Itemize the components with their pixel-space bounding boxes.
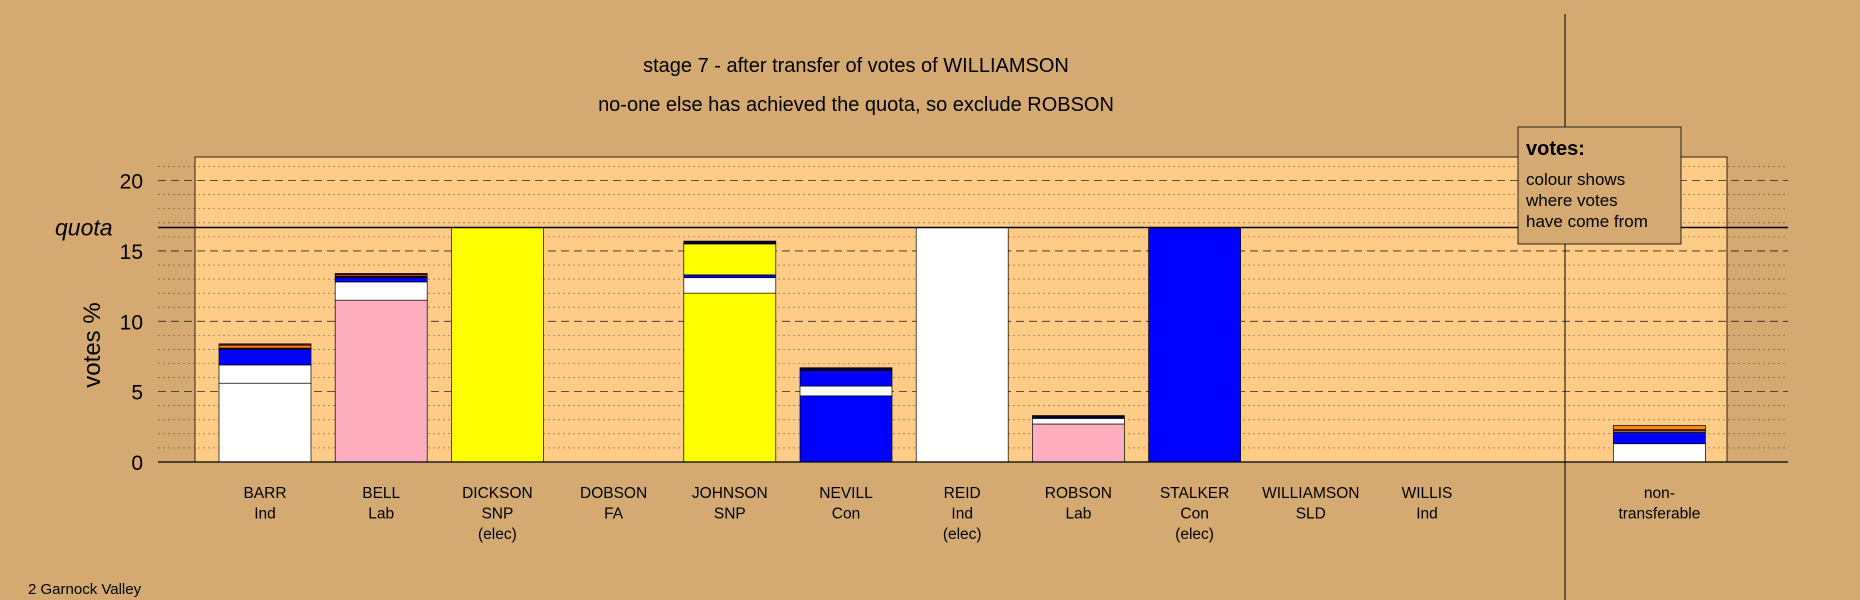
x-tick-label: JOHNSON xyxy=(692,485,768,502)
bar-segment xyxy=(334,281,428,301)
x-tick-label: WILLIS xyxy=(1402,485,1453,502)
x-tick-label: STALKER xyxy=(1160,485,1230,502)
x-tick-label: Lab xyxy=(1065,506,1091,523)
y-tick-label: 20 xyxy=(120,171,143,194)
legend-line-1: colour shows xyxy=(1526,170,1625,189)
y-tick-label: 10 xyxy=(120,311,143,334)
bar-segment xyxy=(1613,425,1706,430)
bar-segment xyxy=(683,240,777,245)
x-tick-label: REID xyxy=(944,485,981,502)
x-tick-label: non- xyxy=(1644,485,1675,502)
x-axis-labels: BARR Ind BELL Lab DICKSON SNP (elec) DOBSON FA JO… xyxy=(243,485,1700,543)
bar-segment xyxy=(1613,432,1706,445)
x-tick-label: Ind xyxy=(254,506,276,523)
x-tick-label: DICKSON xyxy=(462,485,533,502)
x-tick-label: SLD xyxy=(1296,506,1326,523)
x-tick-label: DOBSON xyxy=(580,485,647,502)
bar-segment xyxy=(799,395,893,463)
bar-segment xyxy=(683,277,777,294)
bar-segment xyxy=(218,364,312,384)
chart-subtitle: no-one else has achieved the quota, so e… xyxy=(598,94,1114,116)
y-tick-label: 5 xyxy=(131,382,143,405)
x-tick-label: Con xyxy=(1180,506,1208,523)
x-tick-label: SNP xyxy=(714,506,746,523)
bar-segment xyxy=(1148,227,1241,463)
bar-segment xyxy=(915,227,1009,463)
x-tick-label: NEVILL xyxy=(819,485,873,502)
bar-segment xyxy=(218,343,312,346)
bar-segment xyxy=(334,273,428,276)
x-tick-label: Lab xyxy=(368,506,394,523)
x-tick-label: ROBSON xyxy=(1045,485,1112,502)
y-tick-label: 15 xyxy=(120,241,143,264)
bar-segment xyxy=(334,277,428,283)
x-tick-label: (elec) xyxy=(943,526,982,543)
bar-segment xyxy=(218,382,312,463)
x-tick-label: WILLIAMSON xyxy=(1262,485,1359,502)
legend-box: votes: colour shows where votes have com… xyxy=(1517,126,1682,245)
y-axis: quota 0 5 10 15 20 xyxy=(55,171,1788,475)
bar-segment xyxy=(799,367,893,371)
bar-segment xyxy=(683,243,777,276)
y-tick-label: 0 xyxy=(131,452,143,475)
bar-segment xyxy=(451,227,544,463)
x-tick-label: (elec) xyxy=(478,526,517,543)
bar-segment xyxy=(218,344,312,349)
legend-line-2: where votes xyxy=(1525,191,1618,210)
x-tick-label: (elec) xyxy=(1175,526,1214,543)
x-tick-label: Ind xyxy=(1416,506,1438,523)
bar-segment xyxy=(1032,415,1125,419)
footer-label: 2 Garnock Valley xyxy=(28,581,142,598)
bar-segment xyxy=(683,292,777,463)
bar-segment xyxy=(799,370,893,387)
bar-segment xyxy=(683,274,777,279)
bar-stacks xyxy=(218,227,1706,463)
y-axis-label: votes % xyxy=(79,302,106,387)
legend-line-3: have come from xyxy=(1526,212,1648,231)
bar-segment xyxy=(1032,418,1125,425)
bar-segment xyxy=(1032,423,1125,463)
x-tick-label: transferable xyxy=(1618,506,1700,523)
x-tick-label: BARR xyxy=(243,485,286,502)
bar-segment xyxy=(218,349,312,366)
bar-segment xyxy=(334,299,428,463)
x-tick-label: SNP xyxy=(481,506,513,523)
quota-label: quota xyxy=(55,214,113,240)
chart-title: stage 7 - after transfer of votes of WIL… xyxy=(643,55,1069,77)
bar-segment xyxy=(799,385,893,397)
x-tick-label: BELL xyxy=(362,485,400,502)
x-tick-label: Con xyxy=(832,506,860,523)
x-tick-label: Ind xyxy=(951,506,973,523)
bar-segment xyxy=(1613,443,1706,463)
x-tick-label: FA xyxy=(604,506,624,523)
legend-heading: votes: xyxy=(1526,138,1585,160)
